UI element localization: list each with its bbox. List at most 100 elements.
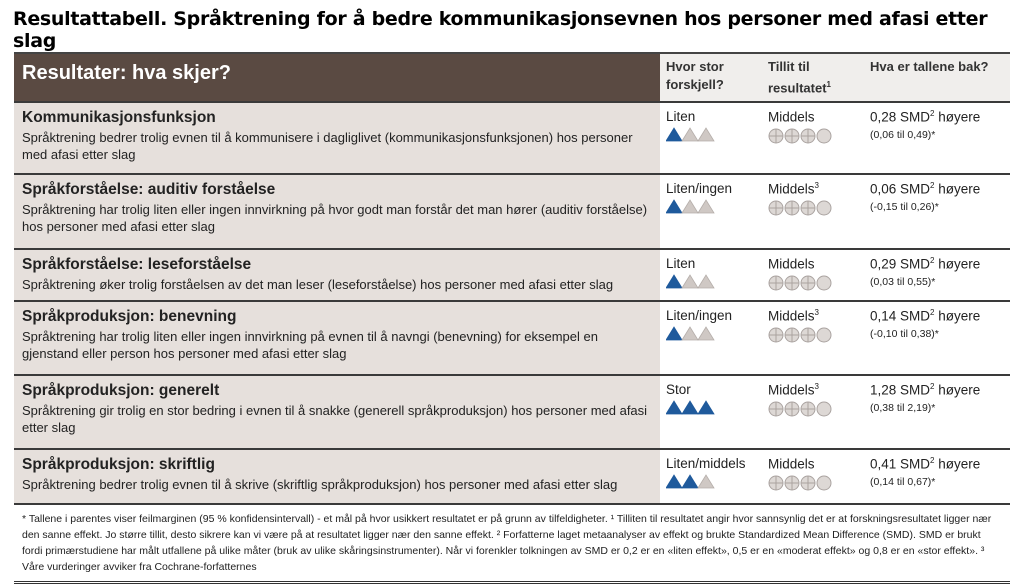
difference-cell: Stor: [660, 376, 762, 448]
triangle-icon: [681, 474, 699, 489]
certainty-cell: Middels: [762, 450, 864, 503]
outcome-title: Språkproduksjon: skriftlig: [22, 456, 215, 474]
effect-triangles: [666, 127, 715, 142]
difference-cell: Liten/middels: [660, 450, 762, 503]
difference-label: Liten/ingen: [666, 308, 733, 324]
numbers-cell: 0,14 SMD2 høyere (-0,10 til 0,38)*: [864, 302, 1010, 374]
outcome-cell: Språkforståelse: auditiv forståelse Språk…: [14, 175, 660, 249]
footnote-ref: 2: [930, 181, 935, 191]
triangle-icon: [666, 199, 683, 214]
effect-direction: høyere: [934, 109, 981, 125]
certainty-circles: [768, 401, 832, 417]
difference-cell: Liten/ingen: [660, 302, 762, 374]
certainty-circle-icon: [816, 275, 832, 291]
numbers-cell: 0,06 SMD2 høyere (-0,15 til 0,26)*: [864, 175, 1010, 248]
outcome-cell: Språkproduksjon: skriftlig Språktrening b…: [14, 450, 660, 504]
effect-triangles: [666, 474, 715, 489]
footnote-ref: 2: [930, 456, 935, 466]
outcome-description: Språktrening øker trolig forståelsen av …: [22, 277, 614, 293]
effect-value: 0,41 SMD: [870, 456, 931, 472]
triangle-icon: [697, 199, 715, 214]
certainty-cell: Middels3: [762, 175, 864, 248]
table-header: Resultater: hva skjer? Hvor stor forskje…: [14, 54, 1010, 104]
effect-triangles: [666, 326, 715, 341]
triangle-icon: [666, 400, 683, 415]
confidence-interval: (0,03 til 0,55)*: [870, 275, 936, 288]
confidence-interval: (0,38 til 2,19)*: [870, 401, 936, 414]
triangle-icon: [681, 400, 699, 415]
certainty-circles: [768, 200, 832, 216]
triangle-icon: [697, 326, 715, 341]
triangle-icon: [681, 326, 699, 341]
triangle-icon: [666, 127, 683, 142]
effect-direction: høyere: [934, 382, 981, 398]
numbers-cell: 1,28 SMD2 høyere (0,38 til 2,19)*: [864, 376, 1010, 448]
effect-value: 0,14 SMD: [870, 308, 931, 324]
effect-value: 0,06 SMD: [870, 181, 931, 197]
difference-label: Stor: [666, 382, 691, 398]
outcome-description: Språktrening har trolig liten eller inge…: [22, 329, 598, 362]
triangle-icon: [681, 127, 699, 142]
difference-cell: Liten: [660, 103, 762, 173]
triangle-icon: [697, 127, 715, 142]
effect-direction: høyere: [934, 456, 981, 472]
footnote-ref: 2: [930, 382, 935, 392]
certainty-label: Middels: [768, 308, 815, 324]
difference-cell: Liten/ingen: [660, 175, 762, 248]
footnote-ref: 1: [826, 80, 831, 89]
difference-label: Liten: [666, 256, 696, 272]
confidence-interval: (-0,15 til 0,26)*: [870, 200, 939, 213]
table-row: Språkproduksjon: benevning Språktrening h…: [14, 302, 1010, 377]
difference-label: Liten/ingen: [666, 181, 733, 197]
footnote-ref: 2: [930, 308, 935, 318]
effect-value: 0,29 SMD: [870, 256, 931, 272]
page-title: Resultattabell. Språktrening for å bedre…: [13, 8, 988, 52]
outcome-description: Språktrening bedrer trolig evnen til å k…: [22, 130, 633, 163]
footnote-ref: 3: [814, 382, 819, 392]
effect-triangles: [666, 199, 715, 214]
numbers-cell: 0,41 SMD2 høyere (0,14 til 0,67)*: [864, 450, 1010, 503]
outcome-cell: Kommunikasjonsfunksjon Språktrening bedre…: [14, 103, 660, 174]
footnote-ref: 3: [814, 308, 819, 318]
difference-label: Liten/middels: [666, 456, 746, 472]
numbers-cell: 0,28 SMD2 høyere (0,06 til 0,49)*: [864, 103, 1010, 173]
difference-cell: Liten: [660, 250, 762, 300]
outcome-title: Språkforståelse: auditiv forståelse: [22, 181, 276, 199]
certainty-cell: Middels: [762, 250, 864, 300]
certainty-label: Middels: [768, 456, 815, 472]
table-row: Språkforståelse: leseforståelse Språktren…: [14, 250, 1010, 303]
table-row: Kommunikasjonsfunksjon Språktrening bedre…: [14, 103, 1010, 176]
effect-value: 1,28 SMD: [870, 382, 931, 398]
header-difference: Hvor stor forskjell?: [660, 54, 762, 102]
certainty-circle-icon: [816, 327, 832, 343]
triangle-icon: [666, 274, 683, 289]
outcome-description: Språktrening har trolig liten eller inge…: [22, 202, 648, 235]
triangle-icon: [666, 474, 683, 489]
footnote-ref: 2: [930, 256, 935, 266]
footnote-ref: 3: [814, 181, 819, 191]
certainty-cell: Middels3: [762, 376, 864, 448]
table-row: Språkproduksjon: generelt Språktrening gi…: [14, 376, 1010, 451]
numbers-cell: 0,29 SMD2 høyere (0,03 til 0,55)*: [864, 250, 1010, 300]
confidence-interval: (0,06 til 0,49)*: [870, 128, 936, 141]
table-row: Språkforståelse: auditiv forståelse Språk…: [14, 175, 1010, 251]
certainty-label: Middels: [768, 181, 815, 197]
triangle-icon: [697, 274, 715, 289]
outcome-description: Språktrening bedrer trolig evnen til å s…: [22, 477, 618, 493]
certainty-cell: Middels3: [762, 302, 864, 374]
certainty-cell: Middels: [762, 103, 864, 173]
results-table: Resultater: hva skjer? Hvor stor forskje…: [14, 52, 1010, 585]
certainty-circles: [768, 475, 832, 491]
triangle-icon: [697, 474, 715, 489]
footnote: * Tallene i parentes viser feilmarginen …: [14, 505, 1010, 585]
triangle-icon: [681, 274, 699, 289]
effect-triangles: [666, 274, 715, 289]
confidence-interval: (0,14 til 0,67)*: [870, 475, 936, 488]
certainty-circles: [768, 327, 832, 343]
outcome-description: Språktrening gir trolig en stor bedring …: [22, 403, 648, 436]
header-results: Resultater: hva skjer?: [14, 54, 660, 102]
certainty-circle-icon: [816, 401, 832, 417]
footnote-ref: 2: [930, 109, 935, 119]
certainty-circle-icon: [816, 200, 832, 216]
outcome-title: Kommunikasjonsfunksjon: [22, 109, 216, 127]
